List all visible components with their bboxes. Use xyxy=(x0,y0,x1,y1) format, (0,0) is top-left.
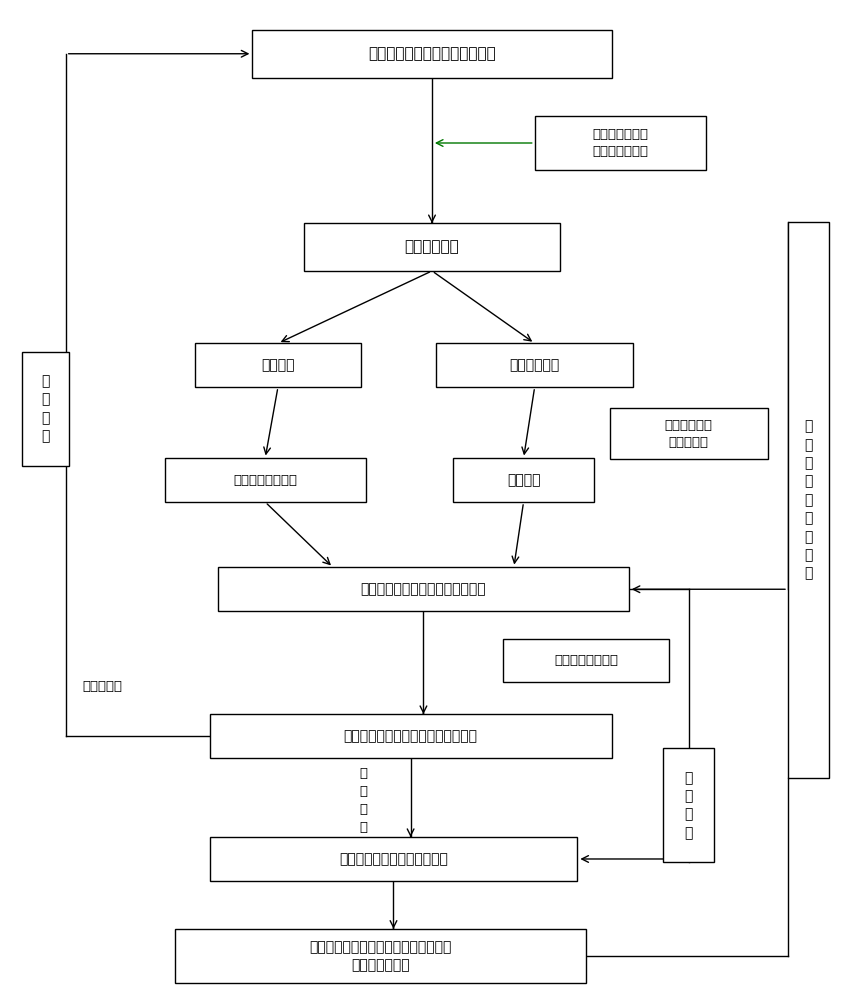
FancyBboxPatch shape xyxy=(210,714,612,758)
FancyBboxPatch shape xyxy=(22,352,69,466)
Text: 预应力分析，
地震谱确定: 预应力分析， 地震谱确定 xyxy=(664,419,713,449)
Text: 满
足
要
求: 满 足 要 求 xyxy=(359,767,367,834)
Text: 有限元软件、计
算流体力学软件: 有限元软件、计 算流体力学软件 xyxy=(592,128,648,158)
Text: 流场计算: 流场计算 xyxy=(261,358,295,372)
Text: 核电用余热排出泵结构初步设计: 核电用余热排出泵结构初步设计 xyxy=(368,46,496,61)
Text: 结构静态分析: 结构静态分析 xyxy=(510,358,560,372)
FancyBboxPatch shape xyxy=(252,30,612,78)
Text: 误
差
小
于
等
于
允
许
值: 误 差 小 于 等 于 允 许 值 xyxy=(804,419,813,581)
Text: 产品设计投入生产，计算方法运用于其
它核电用离心泵: 产品设计投入生产，计算方法运用于其 它核电用离心泵 xyxy=(309,940,452,972)
Text: 核电用余热排出泵动静部件间隙评估: 核电用余热排出泵动静部件间隙评估 xyxy=(344,729,478,743)
FancyBboxPatch shape xyxy=(436,343,633,387)
Text: 流动诱导振动分析: 流动诱导振动分析 xyxy=(233,474,297,487)
Text: 组合地震载荷和流固耦合计算结果: 组合地震载荷和流固耦合计算结果 xyxy=(360,582,486,596)
Text: 修
正
结
果: 修 正 结 果 xyxy=(41,374,49,443)
FancyBboxPatch shape xyxy=(503,639,670,682)
FancyBboxPatch shape xyxy=(165,458,365,502)
FancyBboxPatch shape xyxy=(453,458,594,502)
FancyBboxPatch shape xyxy=(175,929,586,983)
Text: 核电抗震设计规范: 核电抗震设计规范 xyxy=(554,654,618,667)
Text: 不满足要求: 不满足要求 xyxy=(83,680,123,693)
FancyBboxPatch shape xyxy=(535,116,706,170)
FancyBboxPatch shape xyxy=(210,837,577,881)
Text: 计算模型确立: 计算模型确立 xyxy=(404,240,460,255)
FancyBboxPatch shape xyxy=(303,223,561,271)
FancyBboxPatch shape xyxy=(218,567,629,611)
FancyBboxPatch shape xyxy=(788,222,829,778)
Text: 制造实物样机，抗震验证试验: 制造实物样机，抗震验证试验 xyxy=(339,852,448,866)
FancyBboxPatch shape xyxy=(609,408,768,459)
FancyBboxPatch shape xyxy=(194,343,361,387)
FancyBboxPatch shape xyxy=(663,748,715,862)
Text: 强度分析: 强度分析 xyxy=(507,473,540,487)
Text: 结
果
对
比: 结 果 对 比 xyxy=(684,771,693,840)
